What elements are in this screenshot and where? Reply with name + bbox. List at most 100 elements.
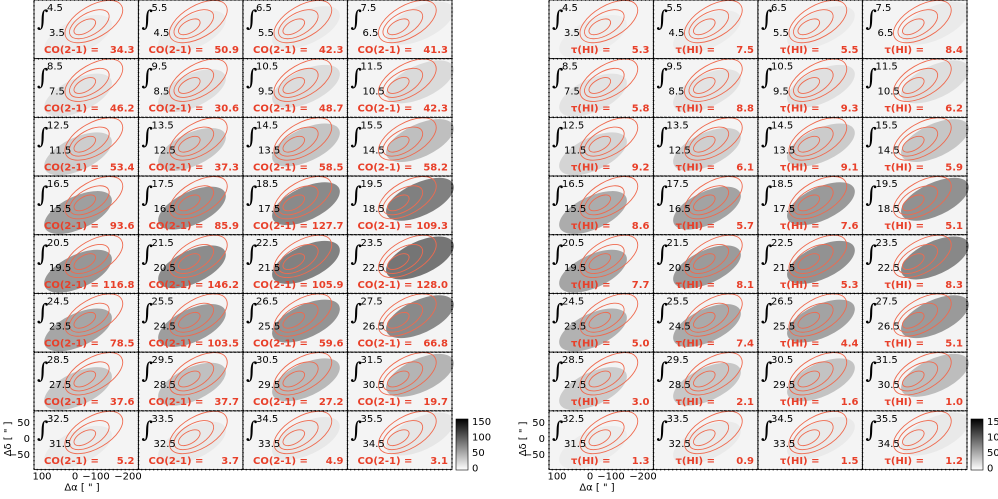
panel-label: τ(HI) = [676, 280, 715, 291]
panel-value: 59.6 [319, 339, 344, 350]
velocity-upper: 18.5 [771, 179, 793, 190]
panel: ∫22.5 21.5 CO(2-1) = 105.9 [242, 234, 349, 295]
contour [73, 429, 97, 447]
contour [73, 18, 97, 36]
integral-sign: ∫ [142, 7, 154, 32]
panel-value: 8.4 [945, 45, 963, 56]
x-tick-label: −100 [597, 472, 624, 483]
contour [178, 370, 201, 388]
integral-sign: ∫ [552, 124, 564, 149]
contour [169, 176, 228, 220]
contour [893, 0, 952, 44]
panel-frame [862, 410, 968, 470]
panel: ∫16.5 15.5 τ(HI) = 8.6 [548, 175, 655, 236]
x-tick-label: −100 [82, 472, 109, 483]
velocity-upper: 33.5 [667, 414, 689, 425]
velocity-lower: 7.5 [49, 87, 65, 98]
contour [273, 117, 333, 161]
panel-value: 116.8 [103, 280, 135, 291]
contour [173, 302, 215, 333]
panel-value: 1.0 [945, 397, 963, 408]
panel-background [138, 293, 243, 353]
colorbar [970, 418, 984, 471]
panel-value: 66.8 [423, 339, 448, 350]
contour [902, 77, 925, 94]
contour [793, 420, 834, 451]
y-tick-label: 0 [24, 434, 30, 445]
panel-label: τ(HI) = [780, 456, 819, 467]
panel-value: 5.3 [632, 45, 650, 56]
panel-background [347, 58, 452, 118]
panel: ∫33.5 32.5 CO(2-1) = 3.7 [137, 410, 244, 471]
panel-background [653, 176, 758, 235]
velocity-upper: 17.5 [667, 179, 689, 190]
integral-sign: ∫ [761, 242, 773, 267]
panel-value: 7.7 [632, 280, 650, 291]
panel-value: 5.7 [736, 221, 754, 232]
contour [902, 253, 925, 270]
velocity-lower: 25.5 [773, 322, 795, 333]
panel: ∫27.5 26.5 τ(HI) = 5.1 [861, 292, 969, 353]
velocity-lower: 34.5 [878, 439, 900, 450]
contour [688, 9, 730, 40]
contour [382, 243, 424, 274]
contour [169, 234, 228, 278]
contour [693, 194, 716, 212]
contour [893, 352, 952, 396]
panel: ∫5.5 4.5 τ(HI) = 7.5 [652, 0, 759, 60]
panel: ∫8.5 7.5 τ(HI) = 5.8 [548, 57, 655, 119]
panel: ∫11.5 10.5 CO(2-1) = 42.3 [346, 57, 454, 119]
integral-sign: ∫ [552, 359, 564, 384]
contour [788, 0, 848, 44]
panel: ∫21.5 20.5 τ(HI) = 8.1 [652, 234, 759, 295]
panel-label: τ(HI) = [885, 162, 924, 173]
panel-label: CO(2-1) = [253, 339, 308, 350]
contour [902, 370, 925, 388]
panel: ∫7.5 6.5 CO(2-1) = 41.3 [346, 0, 454, 60]
contour [684, 58, 743, 102]
contour [278, 243, 319, 274]
integral-sign: ∫ [866, 124, 878, 149]
panel: ∫27.5 26.5 CO(2-1) = 66.8 [346, 292, 454, 353]
velocity-upper: 26.5 [771, 297, 793, 308]
contour [693, 135, 716, 153]
velocity-upper: 24.5 [562, 297, 584, 308]
contour [278, 126, 319, 157]
panel-label: τ(HI) = [885, 339, 924, 350]
contour [788, 352, 848, 396]
contour [169, 410, 228, 455]
velocity-lower: 24.5 [154, 322, 176, 333]
contour [387, 18, 410, 36]
contour [378, 293, 437, 337]
panel: ∫17.5 16.5 τ(HI) = 5.7 [652, 175, 759, 236]
contour [387, 253, 410, 270]
contour [584, 361, 625, 392]
panel-background [138, 410, 243, 470]
velocity-lower: 32.5 [669, 439, 691, 450]
panel-label: CO(2-1) = [149, 221, 204, 232]
panel: ∫10.5 9.5 CO(2-1) = 48.7 [242, 57, 349, 119]
integral-sign: ∫ [37, 418, 49, 443]
contour [387, 311, 410, 329]
panel-label: CO(2-1) = [358, 339, 413, 350]
colorbar-tick-label: 0 [472, 464, 478, 475]
velocity-lower: 23.5 [49, 322, 71, 333]
panel-label: CO(2-1) = [149, 397, 204, 408]
panel-label: τ(HI) = [571, 456, 610, 467]
panel-frame [347, 410, 453, 470]
panel-background [138, 58, 243, 118]
panel-label: τ(HI) = [885, 456, 924, 467]
panel: ∫19.5 18.5 τ(HI) = 5.1 [861, 175, 969, 236]
panel-value: 103.5 [207, 339, 239, 350]
contour [788, 410, 848, 455]
panel-background [347, 352, 452, 411]
contour [584, 9, 625, 40]
contour [73, 135, 97, 153]
integral-sign: ∫ [37, 242, 49, 267]
panel-value: 5.1 [945, 339, 963, 350]
contour [178, 194, 201, 212]
integral-sign: ∫ [37, 7, 49, 32]
contour [169, 0, 228, 44]
integral-sign: ∫ [657, 124, 669, 149]
panel-background [347, 0, 452, 59]
